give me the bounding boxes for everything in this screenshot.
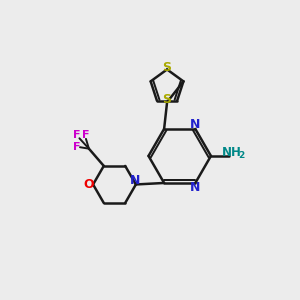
Text: F: F <box>82 130 90 140</box>
Text: O: O <box>83 178 94 191</box>
Text: F: F <box>73 142 80 152</box>
Text: N: N <box>190 181 200 194</box>
Text: NH: NH <box>222 146 242 159</box>
Text: S: S <box>163 93 172 106</box>
Text: F: F <box>73 130 80 140</box>
Text: N: N <box>190 118 200 131</box>
Text: S: S <box>163 61 172 74</box>
Text: 2: 2 <box>238 151 245 160</box>
Text: N: N <box>130 174 140 188</box>
